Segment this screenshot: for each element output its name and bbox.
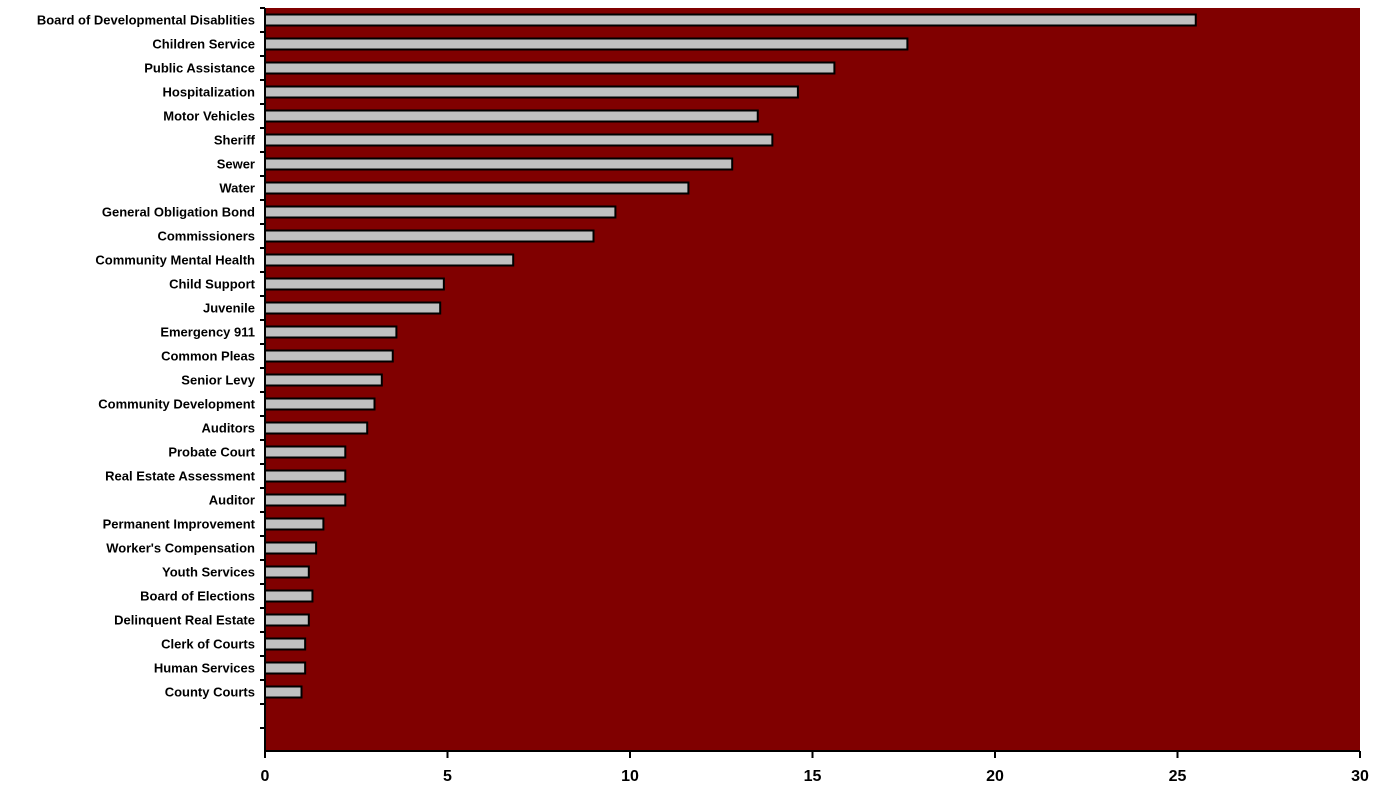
category-label: Motor Vehicles: [163, 109, 255, 124]
bar: [264, 445, 347, 459]
x-tick-label: 30: [1351, 768, 1369, 785]
bar: [264, 469, 347, 483]
bar: [264, 109, 759, 123]
bar: [264, 301, 442, 315]
bar: [264, 493, 347, 507]
bar: [264, 397, 376, 411]
bar: [264, 637, 307, 651]
bar: [264, 685, 303, 699]
category-label: Delinquent Real Estate: [114, 613, 255, 628]
bar: [264, 133, 774, 147]
category-label: Juvenile: [203, 301, 255, 316]
x-tick-label: 25: [1169, 768, 1187, 785]
plot-area: [265, 8, 1360, 751]
category-label: Permanent Improvement: [103, 517, 256, 532]
x-tick-label: 5: [443, 768, 452, 785]
bar: [264, 181, 690, 195]
bar: [264, 661, 307, 675]
bar: [264, 229, 595, 243]
category-labels: Board of Developmental Disablities Childr…: [37, 13, 256, 700]
category-label: Clerk of Courts: [161, 637, 255, 652]
bar: [264, 277, 445, 291]
category-label: Commissioners: [157, 229, 255, 244]
category-label: Auditor: [209, 493, 255, 508]
bar: [264, 325, 398, 339]
bar: [264, 253, 515, 267]
x-tick-labels: 0 5 10 15 20 25 30: [261, 768, 1369, 785]
category-label: Child Support: [169, 277, 256, 292]
category-label: Hospitalization: [163, 85, 256, 100]
category-label: Youth Services: [162, 565, 255, 580]
bar: [264, 421, 369, 435]
x-tick-label: 0: [261, 768, 270, 785]
bar: [264, 373, 383, 387]
category-label: Probate Court: [168, 445, 255, 460]
bar: [264, 565, 310, 579]
bar: [264, 157, 734, 171]
category-label: Water: [219, 181, 255, 196]
category-label: Public Assistance: [144, 61, 255, 76]
category-label: County Courts: [165, 685, 255, 700]
x-tick-label: 20: [986, 768, 1004, 785]
bar: [264, 61, 836, 75]
bar: [264, 37, 909, 51]
category-label: General Obligation Bond: [102, 205, 255, 220]
x-axis-ticks: [264, 751, 1361, 758]
category-label: Community Mental Health: [95, 253, 255, 268]
bar: [264, 541, 318, 555]
x-tick-label: 10: [621, 768, 639, 785]
category-label: Senior Levy: [181, 373, 255, 388]
bar: [264, 517, 325, 531]
bar: [264, 589, 314, 603]
category-label: Emergency 911: [160, 325, 255, 340]
bar: [264, 205, 617, 219]
category-label: Worker's Compensation: [106, 541, 255, 556]
bar: [264, 349, 394, 363]
category-label: Board of Elections: [140, 589, 255, 604]
category-label: Real Estate Assessment: [105, 469, 255, 484]
bar: [264, 613, 310, 627]
bar: [264, 85, 799, 99]
category-label: Community Development: [98, 397, 255, 412]
x-tick-label: 15: [804, 768, 822, 785]
category-label: Board of Developmental Disablities: [37, 13, 255, 28]
bar: [264, 13, 1197, 27]
category-label: Human Services: [154, 661, 255, 676]
category-label: Common Pleas: [161, 349, 255, 364]
category-label: Auditors: [202, 421, 255, 436]
category-label: Sewer: [217, 157, 255, 172]
category-label: Sheriff: [214, 133, 256, 148]
category-label: Children Service: [152, 37, 255, 52]
